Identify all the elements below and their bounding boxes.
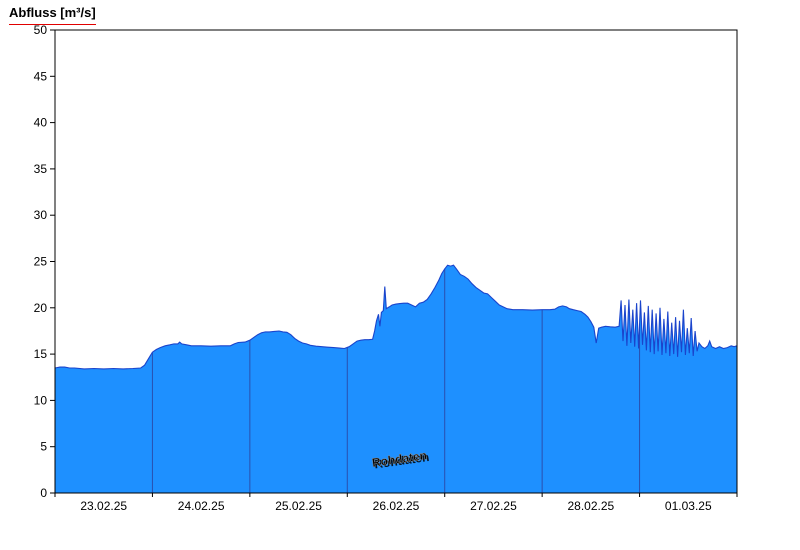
chart-title-text: Abfluss [m³/s] xyxy=(9,5,96,20)
x-tick-label: 28.02.25 xyxy=(567,499,614,513)
x-tick-label: 26.02.25 xyxy=(373,499,420,513)
y-tick-label: 40 xyxy=(34,116,48,130)
y-tick-label: 15 xyxy=(34,347,48,361)
y-tick-label: 25 xyxy=(34,255,48,269)
x-tick-label: 24.02.25 xyxy=(178,499,225,513)
title-underline xyxy=(9,24,96,25)
x-tick-label: 23.02.25 xyxy=(80,499,127,513)
y-tick-label: 10 xyxy=(34,393,48,407)
y-tick-label: 5 xyxy=(40,440,47,454)
y-axis: 0 5 10 15 20 25 30 35 40 45 50 xyxy=(34,23,55,500)
chart-title: Abfluss [m³/s] xyxy=(9,4,96,25)
x-tick-label: 27.02.25 xyxy=(470,499,517,513)
y-tick-label: 20 xyxy=(34,301,48,315)
y-tick-label: 30 xyxy=(34,208,48,222)
day-gridlines xyxy=(151,268,641,493)
y-tick-label: 35 xyxy=(34,162,48,176)
y-tick-label: 45 xyxy=(34,69,48,83)
x-tick-label: 25.02.25 xyxy=(275,499,322,513)
y-tick-label: 0 xyxy=(40,486,47,500)
x-tick-label: 01.03.25 xyxy=(665,499,712,513)
area-series xyxy=(55,265,737,493)
x-axis: 23.02.25 24.02.25 25.02.25 26.02.25 27.02.25… xyxy=(54,493,738,513)
series-line xyxy=(54,264,738,370)
y-tick-label: 50 xyxy=(34,23,48,37)
